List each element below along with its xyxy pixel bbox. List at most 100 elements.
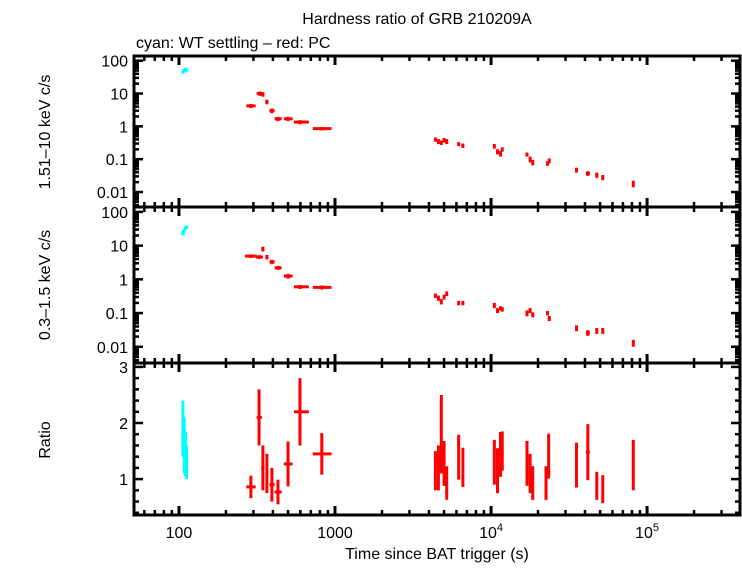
pc-data-point-hard xyxy=(496,149,500,155)
pc-data-point-hard xyxy=(312,127,332,131)
pc-data-point-hard xyxy=(595,172,599,178)
pc-data-point-soft xyxy=(585,330,590,336)
y-tick-label: 2 xyxy=(119,416,128,433)
y-tick-label: 1 xyxy=(119,272,128,289)
pc-data-point-hard xyxy=(500,147,504,152)
pc-data-point-soft xyxy=(245,254,257,258)
pc-data-point-soft xyxy=(531,312,535,318)
y-tick-label: 3 xyxy=(119,360,128,377)
y-axis-label-hard: 1.51–10 keV c/s xyxy=(37,75,54,190)
pc-data-point-soft xyxy=(575,325,579,332)
pc-data-point-hard xyxy=(585,171,590,176)
x-tick-label: 105 xyxy=(635,522,659,542)
pc-data-point-hard xyxy=(261,92,265,97)
pc-data-point-soft xyxy=(439,299,443,305)
pc-data-point-hard xyxy=(439,140,443,146)
pc-data-point-ratio xyxy=(631,439,635,491)
pc-data-point-hard xyxy=(575,167,579,173)
pc-data-point-soft xyxy=(436,295,440,301)
pc-data-point-hard xyxy=(492,144,496,149)
y-axis-label-soft: 0.3–1.5 keV c/s xyxy=(37,230,54,340)
y-tick-label: 0.01 xyxy=(97,340,128,357)
pc-data-point-ratio xyxy=(492,439,496,485)
pc-data-point-ratio xyxy=(595,471,599,500)
pc-data-point-hard xyxy=(457,142,461,147)
y-axis-label-ratio: Ratio xyxy=(37,421,54,458)
pc-data-point-soft xyxy=(433,293,437,298)
pc-data-point-ratio xyxy=(312,433,332,475)
y-tick-label: 1 xyxy=(119,472,128,489)
pc-data-point-ratio xyxy=(442,440,446,486)
pc-data-point-ratio xyxy=(256,389,262,446)
pc-data-point-soft xyxy=(525,310,529,317)
y-tick-label: 10 xyxy=(110,239,128,256)
pc-data-point-hard xyxy=(274,116,282,122)
panel-frame-ratio xyxy=(132,361,742,517)
y-tick-label: 0.01 xyxy=(97,185,128,202)
panel-frame-hard xyxy=(132,54,742,209)
pc-data-point-soft xyxy=(312,285,332,290)
x-tick-label-exponent: 5 xyxy=(653,522,659,534)
pc-data-point-hard xyxy=(283,116,293,122)
pc-data-point-ratio xyxy=(575,442,579,488)
pc-data-point-soft xyxy=(631,339,635,347)
pc-data-point-hard xyxy=(269,108,275,114)
x-tick-label: 104 xyxy=(479,522,503,542)
pc-data-point-soft xyxy=(255,255,263,260)
pc-data-point-hard xyxy=(531,159,535,166)
pc-data-point-soft xyxy=(457,300,461,306)
pc-data-point-ratio xyxy=(246,475,256,499)
pc-data-point-ratio xyxy=(531,466,535,500)
pc-data-point-soft xyxy=(595,328,599,334)
pc-data-point-soft xyxy=(269,259,275,265)
pc-data-point-soft xyxy=(547,315,551,322)
pc-data-point-hard xyxy=(601,175,605,181)
x-tick-label-base: 1000 xyxy=(317,525,353,542)
pc-data-point-ratio xyxy=(528,453,532,494)
pc-data-point-soft xyxy=(601,328,605,334)
y-tick-label: 10 xyxy=(110,87,128,104)
pc-data-point-soft xyxy=(461,300,465,306)
pc-data-point-hard xyxy=(433,137,437,142)
pc-data-point-soft xyxy=(500,307,504,312)
pc-data-point-ratio xyxy=(525,440,529,486)
pc-data-point-hard xyxy=(525,152,529,157)
pc-data-point-ratio xyxy=(274,479,282,505)
pc-data-point-soft xyxy=(293,284,309,289)
pc-data-point-ratio xyxy=(293,378,309,446)
pc-data-point-ratio xyxy=(269,467,275,502)
x-tick-label: 100 xyxy=(166,525,193,542)
pc-data-point-soft xyxy=(528,308,532,314)
chart-title: Hardness ratio of GRB 210209A xyxy=(302,11,532,28)
pc-data-point-hard xyxy=(528,156,532,163)
x-tick-label-base: 100 xyxy=(166,525,193,542)
pc-data-point-hard xyxy=(499,150,503,157)
pc-data-point-hard xyxy=(461,143,465,148)
pc-data-point-soft xyxy=(496,308,500,314)
pc-data-point-ratio xyxy=(585,424,590,481)
pc-data-point-soft xyxy=(283,273,293,279)
y-tick-label: 100 xyxy=(101,205,128,222)
pc-data-point-ratio xyxy=(283,441,293,487)
pc-data-point-hard xyxy=(547,158,551,164)
panel-frame-soft xyxy=(132,205,742,365)
pc-data-point-hard xyxy=(442,138,446,143)
x-axis-label: Time since BAT trigger (s) xyxy=(345,546,529,563)
pc-data-point-ratio xyxy=(601,475,605,504)
y-tick-label: 0.1 xyxy=(106,152,128,169)
pc-data-point-soft xyxy=(274,265,282,270)
chart-subtitle: cyan: WT settling – red: PC xyxy=(136,35,330,52)
wt-data-point-soft xyxy=(185,225,189,229)
x-tick-label-base: 10 xyxy=(635,525,653,542)
pc-data-point-hard xyxy=(436,139,440,145)
pc-data-point-soft xyxy=(261,246,265,252)
pc-data-point-ratio xyxy=(547,433,551,479)
x-tick-label-exponent: 4 xyxy=(497,522,503,534)
pc-data-point-ratio xyxy=(445,466,449,500)
pc-data-point-hard xyxy=(293,120,309,125)
pc-data-point-hard xyxy=(445,139,449,145)
y-tick-label: 0.1 xyxy=(106,306,128,323)
pc-data-point-soft xyxy=(492,302,496,309)
y-tick-label: 100 xyxy=(101,54,128,71)
